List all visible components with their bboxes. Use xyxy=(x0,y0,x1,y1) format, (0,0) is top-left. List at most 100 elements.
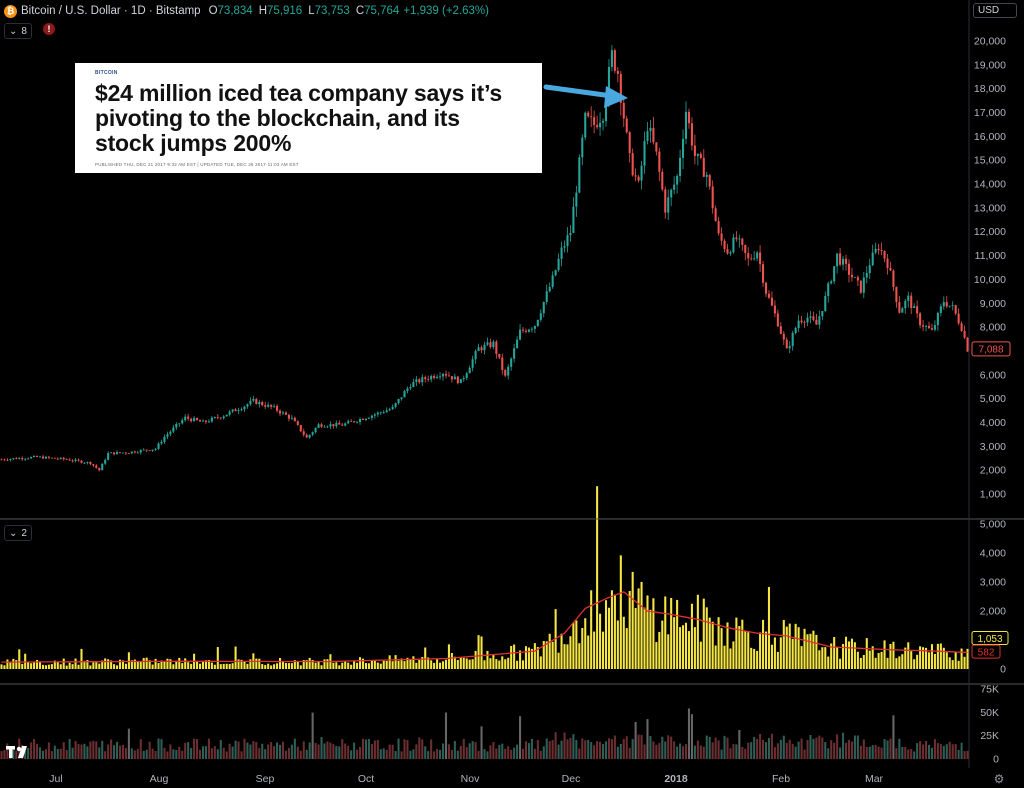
third-pane-bar xyxy=(110,739,113,759)
third-pane-bar xyxy=(693,745,696,759)
volume-bar xyxy=(821,647,824,669)
third-pane-bar xyxy=(68,739,71,759)
third-pane-bar xyxy=(498,744,501,759)
volume-bar xyxy=(157,662,160,669)
third-pane-bar xyxy=(160,739,163,759)
volume-bar xyxy=(246,663,249,669)
volume-bar xyxy=(788,623,791,669)
tradingview-logo[interactable] xyxy=(6,745,34,764)
third-pane-bar xyxy=(62,742,65,759)
candle-body xyxy=(190,418,193,422)
third-pane-bar xyxy=(930,747,933,759)
candle-body xyxy=(865,273,868,278)
candle-body xyxy=(59,457,62,459)
candle-body xyxy=(68,459,71,461)
candle-body xyxy=(960,323,963,331)
volume-bar xyxy=(581,627,584,669)
price-axis[interactable]: 1,0002,0003,0004,0005,0006,0007,0008,000… xyxy=(971,36,1011,501)
candle-body xyxy=(907,295,910,301)
volume-bar xyxy=(519,650,522,669)
volume-bar xyxy=(963,656,966,669)
third-pane-bar xyxy=(335,746,338,759)
third-pane-bar xyxy=(895,748,898,759)
price-tick-label: 19,000 xyxy=(974,59,1006,71)
volume-bar xyxy=(326,659,329,669)
third-pane-bar xyxy=(447,744,450,759)
third-pane-bar xyxy=(764,742,768,759)
volume-bar xyxy=(80,648,83,669)
indicators-toggle[interactable]: ⌄ 8 xyxy=(4,23,32,39)
volume-bar xyxy=(367,663,370,669)
volume-bar xyxy=(41,664,45,669)
third-pane-bar xyxy=(151,748,154,759)
candle-body xyxy=(243,406,246,410)
third-pane-bar xyxy=(418,737,421,759)
candle-body xyxy=(326,426,329,428)
third-pane-bar xyxy=(474,742,477,759)
volume-bar xyxy=(314,662,317,669)
third-pane-bar xyxy=(47,742,50,759)
third-pane-bar xyxy=(222,747,225,759)
volume-bar xyxy=(116,665,119,669)
volume-bar xyxy=(738,626,741,669)
volume-bar xyxy=(89,665,92,669)
time-axis[interactable]: Jul Aug Sep Oct Nov Dec 2018 Feb Mar xyxy=(49,773,883,785)
candle-body xyxy=(581,137,584,158)
third-pane-bar xyxy=(101,740,104,759)
candle-body xyxy=(521,329,525,331)
volume-bar xyxy=(225,663,228,669)
candle-body xyxy=(628,132,631,154)
volume-indicators-toggle[interactable]: ⌄ 2 xyxy=(4,525,32,541)
third-pane-bar xyxy=(747,742,750,759)
third-pane-bar xyxy=(127,728,130,759)
volume-bar xyxy=(151,664,154,669)
volume-bar xyxy=(726,622,729,669)
candle-body xyxy=(204,420,207,422)
third-pane-bar xyxy=(853,735,856,759)
volume-bar xyxy=(444,659,448,669)
candle-body xyxy=(664,189,667,213)
settings-icon[interactable]: ⚙ xyxy=(993,772,1005,786)
candle-body xyxy=(136,452,139,454)
volume-bar xyxy=(604,600,608,669)
third-pane-bar xyxy=(258,748,261,759)
candle-body xyxy=(699,153,702,158)
close-value: 75,764 xyxy=(364,5,400,17)
volume-bar xyxy=(951,660,954,669)
third-pane-bar xyxy=(898,738,901,759)
candle-body xyxy=(370,415,373,418)
third-pane-bar xyxy=(527,743,530,759)
candle-body xyxy=(124,452,127,454)
third-pane-bar xyxy=(836,734,839,759)
third-pane-bar xyxy=(320,737,323,759)
volume-bar xyxy=(948,657,951,669)
candle-body xyxy=(658,151,661,172)
candle-body xyxy=(527,329,530,332)
third-pane-bar xyxy=(15,750,18,759)
third-pane-bar xyxy=(361,738,365,759)
volume-bar xyxy=(767,587,771,669)
volume-bar xyxy=(945,652,948,669)
third-pane-bar xyxy=(548,741,551,759)
third-pane-bar xyxy=(424,746,427,759)
volume-bar xyxy=(803,628,806,669)
third-pane-bar xyxy=(317,744,320,759)
currency-selector[interactable]: USD xyxy=(973,3,1017,18)
third-pane-bar xyxy=(267,744,270,759)
candle-body xyxy=(116,452,119,455)
third-pane-axis[interactable]: 0 25K 50K 75K xyxy=(980,684,999,766)
symbol-title[interactable]: Bitcoin / U.S. Dollar · 1D · Bitstamp xyxy=(21,5,201,17)
volume-bar xyxy=(196,661,199,669)
volume-bar xyxy=(773,637,776,669)
third-pane-bar xyxy=(883,739,886,759)
third-pane-bar xyxy=(308,742,311,759)
volume-bar xyxy=(856,651,859,669)
candle-body xyxy=(406,388,409,392)
third-pane-bar xyxy=(910,749,913,759)
candle-body xyxy=(130,451,133,454)
third-pane-bar xyxy=(406,739,409,759)
volume-ma-line xyxy=(1,591,968,663)
candle-body xyxy=(676,175,679,185)
alert-icon[interactable]: ! xyxy=(43,23,55,35)
